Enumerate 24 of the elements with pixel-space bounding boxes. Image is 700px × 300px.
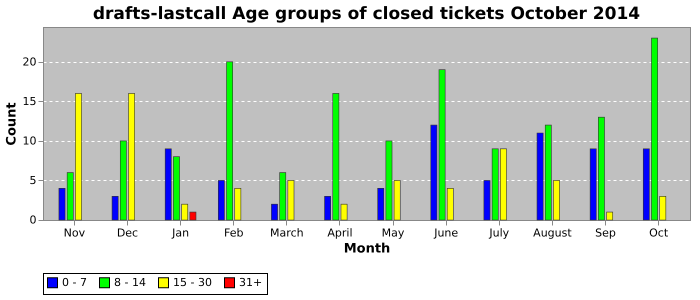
x-tick-label: July [488, 226, 510, 240]
y-tick-label: 15 [22, 94, 36, 108]
x-tick-label: Dec [116, 226, 138, 240]
y-axis-title: Count [4, 102, 20, 146]
y-tick-label: 20 [22, 55, 36, 68]
x-tick-label: Jan [171, 226, 190, 240]
y-tick-label: 0 [30, 214, 36, 226]
x-tick-label: June [433, 226, 458, 240]
x-tick-label: March [270, 226, 304, 240]
x-tick-label: May [382, 226, 405, 240]
legend-label: 15 - 30 [173, 276, 212, 289]
x-axis-title: Month [344, 242, 390, 256]
x-tick-label: Sep [595, 226, 616, 240]
x-tick-label: April [327, 226, 353, 240]
x-tick-label: August [533, 226, 572, 240]
x-tick-label: Feb [224, 226, 244, 240]
chart-title: drafts-lastcall Age groups of closed tickets October 2014 [92, 4, 640, 24]
x-tick-label: Oct [649, 226, 669, 240]
legend-label: 31+ [239, 276, 262, 289]
y-tick-label: 5 [30, 174, 36, 187]
legend-label: 0 - 7 [62, 276, 87, 289]
y-tick-label: 10 [22, 134, 36, 148]
legend-label: 8 - 14 [114, 276, 146, 289]
x-tick-label: Nov [64, 226, 86, 240]
